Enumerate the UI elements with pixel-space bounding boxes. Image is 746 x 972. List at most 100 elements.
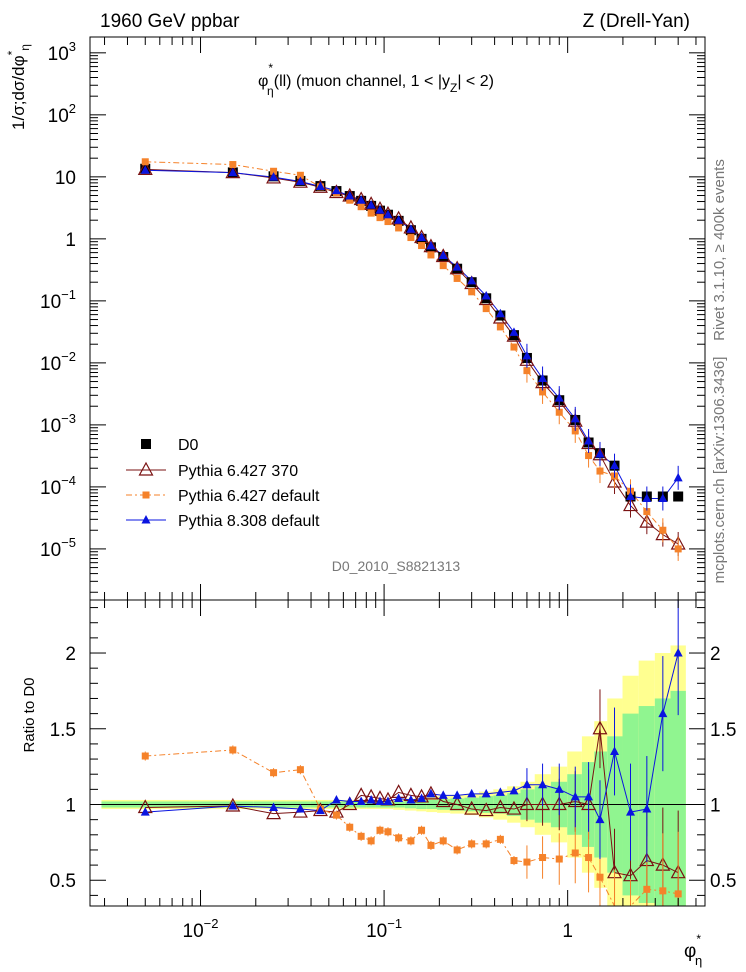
data-point-ratio xyxy=(519,796,535,811)
data-point-ratio xyxy=(584,791,594,801)
data-point-main xyxy=(555,408,563,416)
data-point-ratio xyxy=(510,857,518,865)
data-point-ratio xyxy=(468,840,476,848)
data-point-main xyxy=(435,248,451,263)
data-point-main xyxy=(584,435,594,445)
data-point-main xyxy=(140,165,150,174)
data-point-main xyxy=(296,171,304,179)
data-point-ratio xyxy=(407,837,415,845)
data-point-ratio xyxy=(570,791,580,801)
data-point-main xyxy=(585,452,593,460)
data-point-ratio xyxy=(229,746,237,754)
y-tick-label: 102 xyxy=(48,101,76,127)
data-point-ratio xyxy=(394,793,404,802)
data-point-ratio xyxy=(506,800,522,815)
ratio-tick-label-right: 0.5 xyxy=(710,871,736,892)
data-point-ratio xyxy=(642,804,652,813)
data-point-main xyxy=(225,164,241,179)
data-point-main xyxy=(482,305,490,313)
y-axis-title: 1/σ;dσ/dφ*η xyxy=(5,44,32,130)
data-point-ratio xyxy=(509,785,519,795)
data-point-main xyxy=(570,413,580,423)
data-point-ratio xyxy=(270,769,278,777)
data-point-main xyxy=(658,493,668,503)
data-point-ratio xyxy=(481,788,491,798)
ratio-y-axis-title: Ratio to D0 xyxy=(21,677,38,752)
legend-marker xyxy=(138,461,154,476)
legend-label: Pythia 6.427 default xyxy=(178,488,320,505)
data-point-ratio xyxy=(418,826,426,834)
data-point-main xyxy=(366,200,376,209)
data-point-ratio xyxy=(538,779,548,789)
data-point-main xyxy=(357,203,365,211)
ratio-tick-label: 1 xyxy=(65,796,76,817)
data-point-main xyxy=(467,275,477,285)
data-point-ratio xyxy=(269,802,279,812)
data-point-ratio xyxy=(453,846,461,854)
legend-marker xyxy=(141,439,151,449)
data-point-main xyxy=(270,167,278,175)
ratio-panel: 10−2 10−1 1 0.5 0.5 1 1 1.5 1.5 2 2 xyxy=(50,599,736,942)
data-point-main xyxy=(295,176,305,186)
data-point-ratio xyxy=(452,790,462,799)
process-label: Z (Drell-Yan) xyxy=(583,11,690,32)
data-point-ratio xyxy=(345,796,355,805)
data-point-ratio xyxy=(423,785,439,800)
data-point-main xyxy=(453,274,461,282)
data-point-ratio xyxy=(596,873,604,881)
data-point-main xyxy=(439,262,447,270)
ratio-tick-label: 2 xyxy=(65,644,76,665)
data-point-main xyxy=(496,323,504,331)
x-tick-label: 10−2 xyxy=(183,916,219,942)
data-point-ratio xyxy=(496,835,504,843)
data-point-main xyxy=(539,388,547,396)
data-point-ratio xyxy=(384,828,392,836)
data-point-main xyxy=(266,169,282,184)
data-point-ratio xyxy=(610,746,620,755)
data-point-main xyxy=(375,205,385,214)
data-point-main xyxy=(141,158,149,166)
data-point-ratio xyxy=(383,796,393,805)
data-point-main xyxy=(452,262,462,271)
data-point-main xyxy=(481,290,491,300)
legend-marker xyxy=(142,491,150,499)
data-point-main xyxy=(137,161,153,175)
data-point-main xyxy=(538,373,548,382)
data-point-ratio xyxy=(357,832,365,840)
data-point-main xyxy=(384,218,392,226)
data-point-ratio xyxy=(535,796,551,811)
x-axis-title: φ* η xyxy=(684,932,702,968)
data-point-ratio xyxy=(438,790,448,799)
data-point-main xyxy=(292,173,308,188)
data-point-ratio xyxy=(266,805,282,820)
data-point-ratio xyxy=(366,794,376,804)
data-point-ratio xyxy=(555,855,563,863)
legend-marker xyxy=(141,515,151,524)
data-point-ratio xyxy=(626,807,636,816)
data-point-main xyxy=(571,427,579,435)
data-point-ratio xyxy=(482,840,490,848)
data-point-ratio xyxy=(295,804,305,813)
legend-label: D0 xyxy=(178,437,199,454)
data-point-main xyxy=(346,196,354,204)
data-point-main xyxy=(383,209,393,219)
data-point-main xyxy=(363,196,379,210)
data-point-ratio xyxy=(595,814,605,824)
data-point-ratio xyxy=(495,787,505,796)
data-point-ratio xyxy=(464,800,480,815)
analysis-id-label: D0_2010_S8821313 xyxy=(332,558,461,574)
ratio-tick-label: 0.5 xyxy=(50,871,76,892)
data-point-ratio xyxy=(492,799,508,814)
y-tick-label: 10−2 xyxy=(40,349,76,375)
plot-title: φ* η(ll) (muon channel, 1 < |yZ| < 2) xyxy=(258,61,494,98)
data-point-main xyxy=(673,491,684,502)
y-tick-label: 10−5 xyxy=(40,535,76,561)
data-point-main xyxy=(407,234,415,242)
data-point-main xyxy=(449,260,465,275)
data-point-ratio xyxy=(141,752,149,760)
data-point-ratio xyxy=(395,834,403,842)
data-point-ratio xyxy=(523,858,531,866)
data-point-main xyxy=(406,224,416,233)
data-point-ratio xyxy=(467,788,477,798)
